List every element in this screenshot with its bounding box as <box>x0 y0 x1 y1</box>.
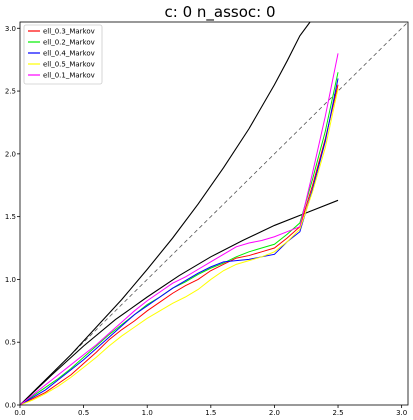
legend-label: ell_0.3_Markov <box>43 28 95 36</box>
x-tick-label: 3.0 <box>396 409 407 417</box>
y-tick-label: 1.5 <box>5 213 16 221</box>
reference-curve-2 <box>20 22 311 405</box>
x-tick-label: 2.0 <box>269 409 280 417</box>
reference-curve-3 <box>20 199 339 405</box>
series-line-2 <box>20 72 339 405</box>
axes: 0.0 0.5 1.0 1.5 2.0 2.5 3.0 0.0 0.5 1.0 1.5 2.0 2.5 3… <box>5 25 407 417</box>
x-tick-label: 2.5 <box>332 409 343 417</box>
plot-frame <box>19 21 409 406</box>
series-line-5 <box>20 53 339 405</box>
x-tick-label: 1.5 <box>205 409 216 417</box>
y-tick-label: 3.0 <box>5 25 16 33</box>
y-tick-label: 0.5 <box>5 339 16 347</box>
x-tick-label: 0.0 <box>14 409 25 417</box>
legend-label: ell_0.1_Markov <box>43 72 95 80</box>
y-tick-label: 2.5 <box>5 88 16 96</box>
series-line-3 <box>20 78 339 405</box>
chart-title: c: 0 n_assoc: 0 <box>165 3 276 22</box>
y-tick-label: 0.0 <box>5 402 16 410</box>
series-line-4 <box>20 88 339 405</box>
y-tick-label: 1.0 <box>5 276 16 284</box>
legend-label: ell_0.4_Markov <box>43 50 95 58</box>
legend-label: ell_0.5_Markov <box>43 61 95 69</box>
legend: ell_0.3_Markov ell_0.2_Markov ell_0.4_Mark… <box>23 24 103 85</box>
legend-label: ell_0.2_Markov <box>43 39 95 47</box>
y-tick-label: 2.0 <box>5 150 16 158</box>
plot-area <box>20 22 408 405</box>
x-tick-label: 0.5 <box>78 409 89 417</box>
series-line-1 <box>20 84 339 405</box>
x-tick-label: 1.0 <box>142 409 153 417</box>
legend-box <box>23 24 103 85</box>
